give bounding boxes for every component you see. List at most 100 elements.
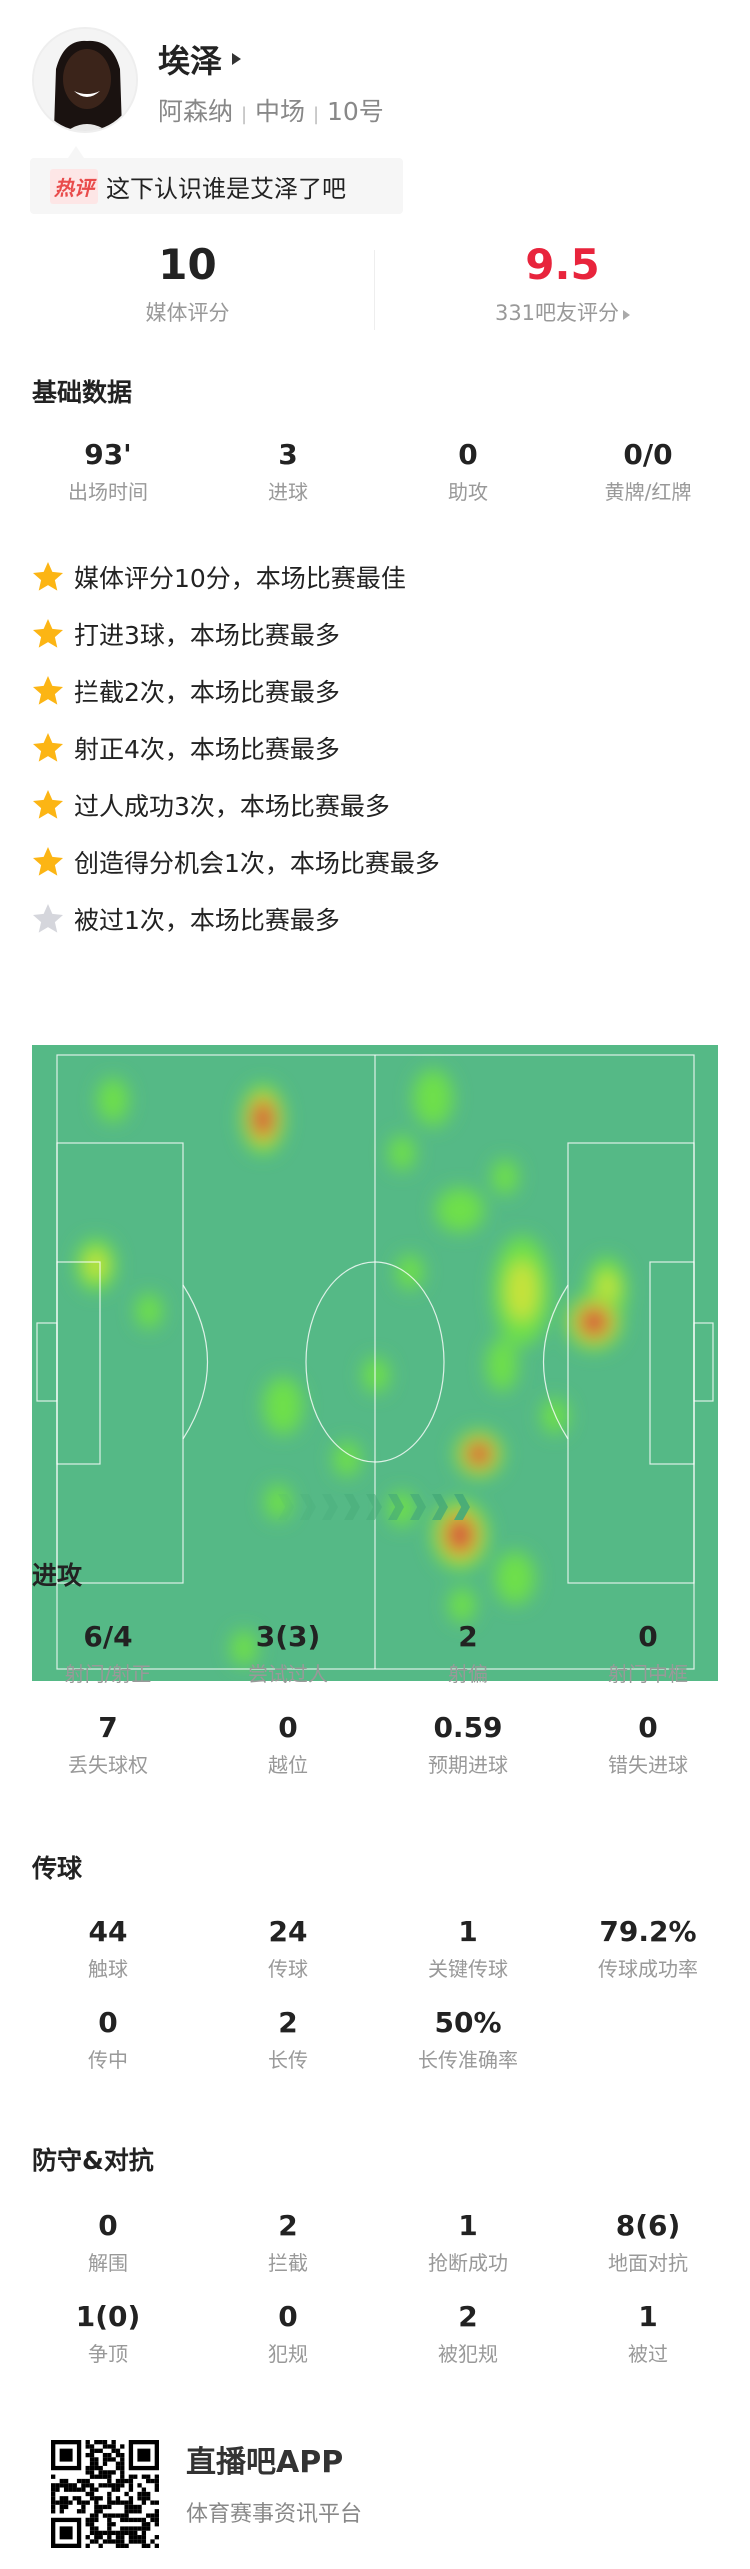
star-icon — [33, 676, 63, 705]
stat-label: 尝试过人 — [248, 1662, 328, 1686]
stat-attack: 3(3) 尝试过人 — [198, 1620, 378, 1687]
heat-spot — [263, 1377, 303, 1435]
stat-label: 被过 — [628, 2342, 668, 2366]
highlight-item: 媒体评分10分，本场比赛最佳 — [30, 557, 406, 597]
highlight-item: 拦截2次，本场比赛最多 — [30, 671, 340, 711]
right-goal — [693, 1322, 714, 1402]
chevron-right-icon — [454, 1494, 470, 1520]
stat-defense: 0 犯规 — [198, 2300, 378, 2367]
stat-basic: 0/0 黄牌/红牌 — [558, 438, 738, 505]
highlight-item: 打进3球，本场比赛最多 — [30, 614, 340, 654]
stat-passing: 24 传球 — [198, 1915, 378, 1982]
stat-label: 被犯规 — [438, 2342, 498, 2366]
stat-value: 0.59 — [433, 1711, 503, 1744]
star-icon — [33, 619, 63, 648]
stat-defense: 8(6) 地面对抗 — [558, 2209, 738, 2276]
star-icon — [33, 562, 63, 591]
hot-comment-text: 这下认识谁是艾泽了吧 — [106, 174, 346, 203]
stat-defense: 2 被犯规 — [378, 2300, 558, 2367]
player-name-link[interactable]: 埃泽 — [158, 36, 242, 82]
attack-section-title: 进攻 — [32, 1561, 83, 1590]
caret-right-icon — [623, 310, 631, 320]
stat-value: 3 — [278, 438, 298, 471]
stat-value: 2 — [278, 2209, 298, 2242]
stat-label: 黄牌/红牌 — [604, 480, 692, 504]
stat-value: 0 — [98, 2006, 118, 2039]
stat-label: 传中 — [88, 2048, 128, 2072]
highlight-text: 媒体评分10分，本场比赛最佳 — [74, 564, 406, 593]
player-avatar[interactable] — [32, 27, 138, 133]
star-icon — [33, 847, 63, 876]
stat-value: 0 — [638, 1711, 658, 1744]
stat-attack: 0 错失进球 — [558, 1711, 738, 1778]
stat-passing: 44 触球 — [18, 1915, 198, 1982]
attack-stats: 6/4 射门/射正 3(3) 尝试过人 2 射偏 0 射门中框 7 丢失球权 0 越位 0.59 预期进球… — [18, 1620, 738, 1778]
heat-spot — [491, 1159, 519, 1195]
stat-basic: 0 助攻 — [378, 438, 558, 505]
stat-defense: 1(0) 争顶 — [18, 2300, 198, 2367]
qr-code[interactable] — [46, 2440, 164, 2548]
stat-passing: 50% 长传准确率 — [378, 2006, 558, 2073]
stat-passing: 0 传中 — [18, 2006, 198, 2073]
heat-spot — [97, 1078, 129, 1122]
heat-spot — [435, 1188, 485, 1232]
heat-spot — [448, 1587, 476, 1623]
caret-right-icon — [232, 53, 242, 65]
stat-value: 2 — [278, 2006, 298, 2039]
team-name: 阿森纳 — [158, 97, 234, 126]
heat-spot — [252, 1101, 274, 1137]
heat-spot — [362, 1357, 390, 1393]
basic-section-title: 基础数据 — [32, 378, 133, 407]
stat-label: 触球 — [88, 1957, 128, 1981]
stat-label: 射偏 — [448, 1662, 488, 1686]
defense-stats: 0 解围 2 拦截 1 抢断成功 8(6) 地面对抗 1(0) 争顶 0 犯规 2 被犯规 1 被过 — [18, 2209, 738, 2367]
stat-label: 射门中框 — [608, 1662, 688, 1686]
chevron-right-icon — [366, 1494, 382, 1520]
heat-spot — [579, 1307, 609, 1337]
highlight-item: 被过1次，本场比赛最多 — [30, 899, 340, 939]
stat-value: 1 — [458, 2209, 478, 2242]
stat-label: 助攻 — [448, 480, 488, 504]
stat-defense: 2 拦截 — [198, 2209, 378, 2276]
stat-label: 长传 — [268, 2048, 308, 2072]
stat-label: 越位 — [268, 1753, 308, 1777]
fan-rating[interactable]: 9.5 331吧友评分 — [375, 240, 750, 327]
heat-spot — [230, 1630, 258, 1666]
heat-spot — [396, 1254, 424, 1290]
stat-label: 争顶 — [88, 2342, 128, 2366]
stat-value: 0 — [98, 2209, 118, 2242]
stat-basic: 93' 出场时间 — [18, 438, 198, 505]
stat-label: 犯规 — [268, 2342, 308, 2366]
player-photo — [34, 29, 136, 131]
stat-label: 出场时间 — [68, 480, 148, 504]
highlight-text: 过人成功3次，本场比赛最多 — [74, 792, 390, 821]
stat-label: 传球 — [268, 1957, 308, 1981]
stat-label: 关键传球 — [428, 1957, 508, 1981]
stat-value: 8(6) — [615, 2209, 681, 2242]
stat-value: 0 — [278, 1711, 298, 1744]
hot-comment[interactable]: 热评 这下认识谁是艾泽了吧 — [30, 146, 403, 214]
passing-stats: 44 触球 24 传球 1 关键传球 79.2% 传球成功率 0 传中 2 长传 50% 长传准确率 — [18, 1915, 738, 2073]
stat-attack: 0.59 预期进球 — [378, 1711, 558, 1778]
stat-defense: 1 抢断成功 — [378, 2209, 558, 2276]
stat-value: 24 — [268, 1915, 308, 1948]
stat-value: 50% — [434, 2006, 502, 2039]
left-goal — [36, 1322, 58, 1402]
heat-spot — [85, 1250, 107, 1280]
stat-value: 79.2% — [599, 1915, 697, 1948]
left-penalty-arc — [182, 1284, 209, 1440]
heat-spot — [135, 1293, 163, 1329]
heat-spot — [486, 1338, 518, 1392]
stat-value: 93' — [84, 438, 132, 471]
stat-attack: 0 射门中框 — [558, 1620, 738, 1687]
stat-label: 预期进球 — [428, 1753, 508, 1777]
stat-label: 传球成功率 — [598, 1957, 698, 1981]
stat-label: 长传准确率 — [418, 2048, 518, 2072]
stat-attack: 6/4 射门/射正 — [18, 1620, 198, 1687]
stat-value: 0 — [638, 1620, 658, 1653]
heat-spot — [495, 1551, 535, 1605]
media-rating-label: 媒体评分 — [145, 301, 230, 325]
player-name: 埃泽 — [158, 42, 223, 80]
stat-value: 2 — [458, 1620, 478, 1653]
right-penalty-arc — [542, 1284, 569, 1440]
